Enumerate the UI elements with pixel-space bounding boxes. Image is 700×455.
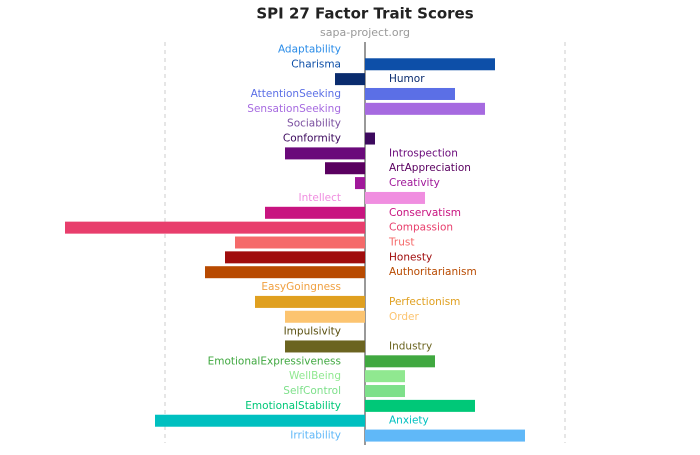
chart-title: SPI 27 Factor Trait Scores — [256, 5, 473, 23]
bar — [255, 295, 365, 308]
bar — [365, 429, 525, 442]
bar — [365, 191, 425, 204]
bar — [335, 73, 365, 86]
bar — [355, 177, 365, 190]
category-label: Anxiety — [389, 415, 429, 427]
bar — [205, 266, 365, 279]
category-label: Irritability — [290, 430, 341, 442]
category-label: Trust — [388, 237, 414, 249]
bar — [285, 147, 365, 160]
category-label: AttentionSeeking — [251, 88, 341, 100]
category-label: Humor — [389, 73, 425, 85]
category-label: Charisma — [291, 58, 341, 70]
category-label: Introspection — [389, 147, 458, 159]
category-label: Adaptability — [278, 43, 341, 55]
category-label: SensationSeeking — [247, 103, 341, 115]
bar — [285, 310, 365, 323]
chart-subtitle: sapa-project.org — [320, 26, 410, 39]
category-label: ArtAppreciation — [389, 162, 471, 174]
bar — [155, 414, 365, 427]
bar — [365, 355, 435, 368]
category-label: EmotionalStability — [245, 400, 341, 412]
category-label: EasyGoingness — [261, 281, 341, 293]
category-label: Compassion — [389, 222, 453, 234]
category-label: Authoritarianism — [389, 266, 477, 278]
bar — [365, 102, 485, 115]
category-label: Honesty — [389, 251, 432, 263]
bar — [365, 58, 495, 71]
category-label: Intellect — [298, 192, 341, 204]
category-label: EmotionalExpressiveness — [208, 355, 341, 367]
bar — [285, 340, 365, 353]
category-label: Conformity — [283, 133, 341, 145]
bar — [225, 251, 365, 264]
category-label: Impulsivity — [284, 326, 341, 338]
category-label: SelfControl — [283, 385, 341, 397]
bar — [365, 385, 405, 398]
bar — [365, 87, 455, 100]
category-label: Order — [389, 311, 420, 323]
category-label: Industry — [389, 340, 432, 352]
bar — [65, 221, 365, 234]
category-label: Creativity — [389, 177, 440, 189]
category-label: Conservatism — [389, 207, 461, 219]
category-label: Sociability — [287, 118, 341, 130]
bar — [235, 236, 365, 249]
category-label: WellBeing — [289, 370, 341, 382]
bar — [365, 132, 375, 145]
bar — [325, 162, 365, 175]
category-label: Perfectionism — [389, 296, 460, 308]
bar — [365, 399, 475, 412]
bar — [265, 206, 365, 219]
bar — [365, 370, 405, 383]
